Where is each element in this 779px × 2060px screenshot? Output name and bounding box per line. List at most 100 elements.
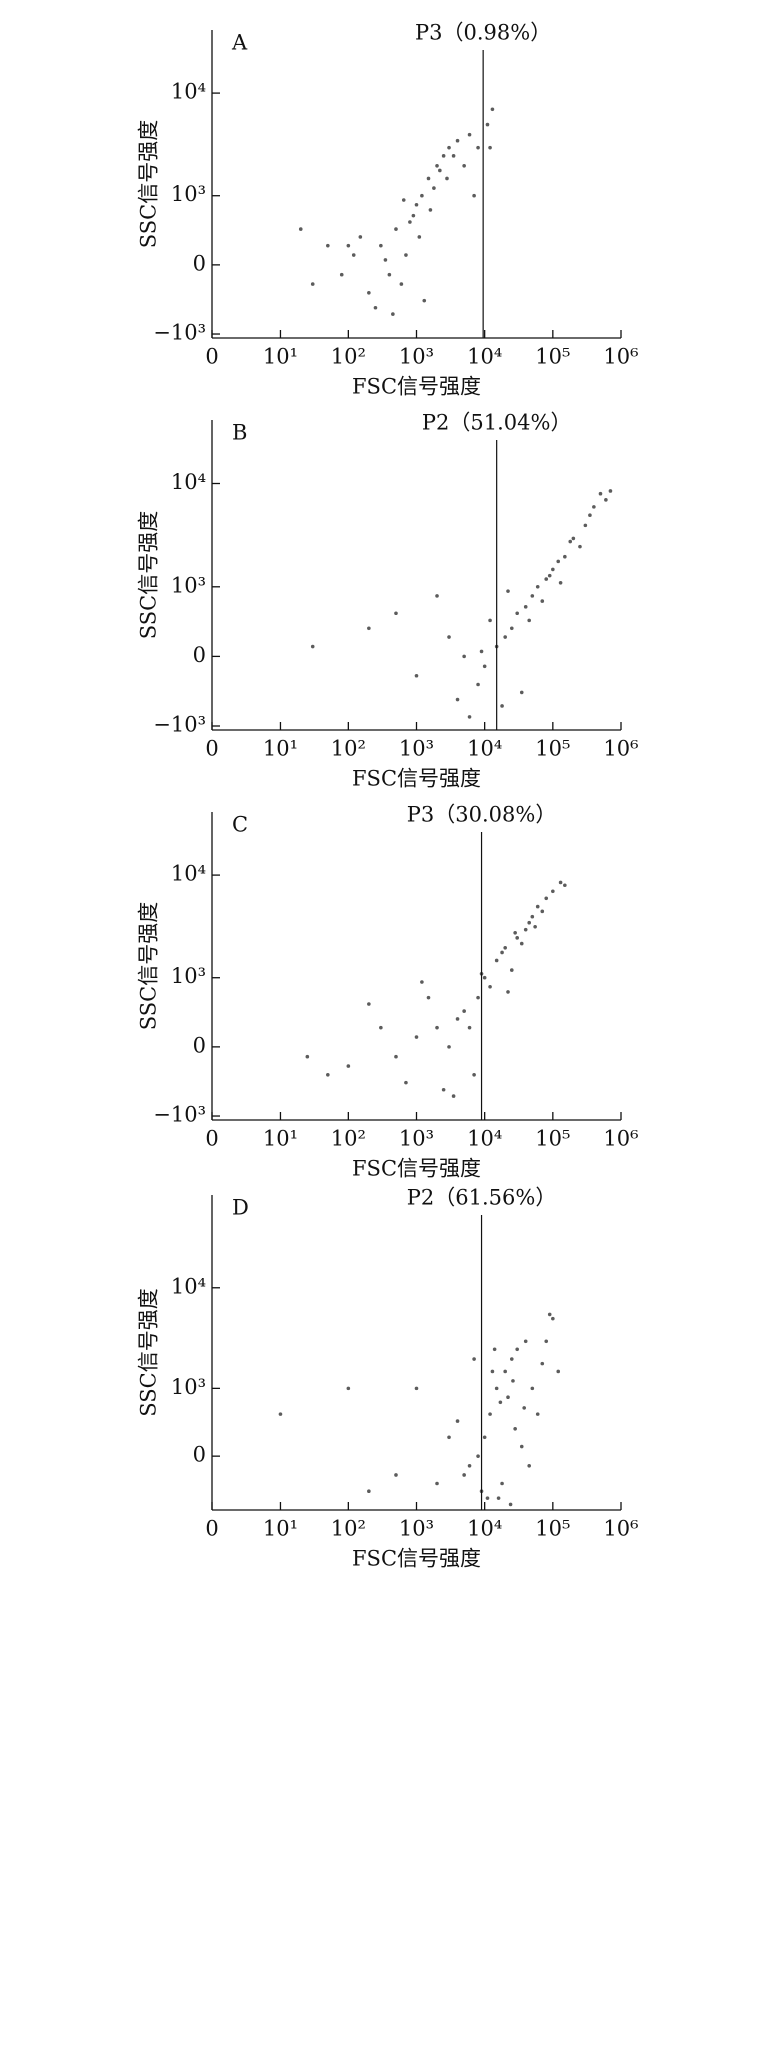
point <box>414 202 419 207</box>
point <box>519 941 524 946</box>
x-tick-label: 10¹ <box>263 1127 298 1151</box>
point <box>455 138 460 143</box>
point <box>563 883 567 888</box>
gate-label: P3（30.08%） <box>407 803 557 827</box>
point <box>578 544 582 549</box>
point <box>391 312 395 316</box>
x-tick-label: 10¹ <box>263 737 298 761</box>
x-tick-label: 10⁴ <box>467 1517 502 1541</box>
point <box>305 1054 310 1059</box>
gate-label: P2（61.56%） <box>407 1186 557 1210</box>
y-tick-label: 10³ <box>171 182 206 206</box>
point <box>441 154 446 158</box>
point <box>490 107 495 112</box>
point <box>420 980 424 984</box>
point <box>547 573 552 578</box>
point <box>482 1435 487 1440</box>
point <box>485 122 490 127</box>
point <box>346 1064 351 1068</box>
point <box>496 1496 501 1500</box>
point <box>472 193 476 198</box>
point <box>515 1347 519 1352</box>
point <box>476 995 480 1000</box>
point <box>467 715 472 719</box>
point <box>568 539 573 544</box>
point <box>498 1400 503 1405</box>
x-tick-label: 10² <box>331 1517 366 1541</box>
point <box>451 1094 456 1098</box>
y-tick-label: 0 <box>193 1443 206 1467</box>
point <box>530 914 535 919</box>
point <box>467 132 472 137</box>
point <box>417 235 422 239</box>
point <box>544 1339 549 1344</box>
point <box>387 272 392 277</box>
point <box>592 505 596 509</box>
point <box>472 1072 476 1077</box>
x-tick-label: 10³ <box>399 345 434 369</box>
point <box>467 1025 472 1030</box>
y-tick-label: −10³ <box>153 321 206 345</box>
point <box>394 611 398 616</box>
panel-letter: B <box>232 421 247 445</box>
point <box>404 1080 408 1085</box>
y-axis-label: SSC信号强度 <box>137 120 161 248</box>
point <box>513 930 517 935</box>
point <box>509 968 514 972</box>
x-tick-label: 0 <box>205 737 218 761</box>
point <box>506 589 510 593</box>
point <box>544 896 549 901</box>
x-tick-label: 10⁶ <box>603 345 638 369</box>
point <box>494 1386 499 1391</box>
point <box>588 513 592 517</box>
point <box>339 272 344 277</box>
point <box>523 927 528 932</box>
point <box>535 584 540 589</box>
point <box>445 176 449 181</box>
point <box>310 282 315 286</box>
x-axis-label: FSC信号强度 <box>352 767 481 791</box>
point <box>571 536 576 541</box>
point <box>426 176 431 181</box>
point <box>551 889 555 894</box>
point <box>373 305 378 310</box>
point <box>411 213 416 218</box>
point <box>522 1406 526 1410</box>
point <box>447 1045 451 1049</box>
point <box>394 1054 398 1059</box>
point <box>414 673 419 678</box>
point <box>540 909 545 914</box>
x-tick-label: 10⁴ <box>467 345 502 369</box>
point <box>298 227 303 231</box>
y-tick-label: 10³ <box>171 1375 206 1399</box>
point <box>556 559 561 564</box>
y-tick-label: 0 <box>193 1033 206 1057</box>
point <box>503 635 507 639</box>
point <box>447 635 451 639</box>
point <box>527 1463 531 1468</box>
point <box>414 1386 419 1391</box>
point <box>462 164 466 168</box>
point <box>435 164 439 168</box>
point <box>476 682 480 687</box>
point <box>367 626 371 631</box>
point <box>482 975 487 980</box>
point <box>435 594 439 598</box>
point <box>278 1412 283 1416</box>
point <box>455 1419 460 1423</box>
point <box>394 1473 398 1477</box>
point <box>472 1357 476 1361</box>
point <box>488 984 492 989</box>
x-tick-label: 10⁶ <box>603 737 638 761</box>
y-tick-label: −10³ <box>153 713 206 737</box>
point <box>367 290 371 295</box>
y-tick-label: 0 <box>193 643 206 667</box>
point <box>432 186 436 190</box>
x-axis-label: FSC信号强度 <box>352 375 481 399</box>
point <box>455 697 460 702</box>
point <box>530 1386 535 1391</box>
x-tick-label: 10⁴ <box>467 737 502 761</box>
point <box>523 605 528 609</box>
point <box>435 1025 439 1030</box>
point <box>583 523 588 528</box>
